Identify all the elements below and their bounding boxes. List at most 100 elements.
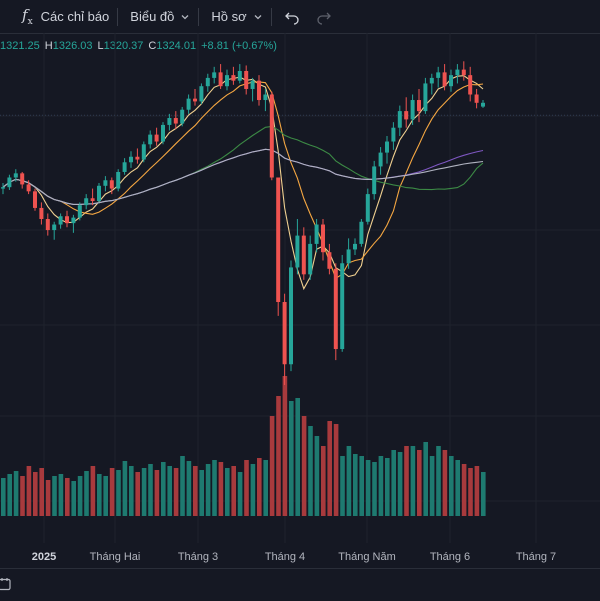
candle-layer [1, 61, 485, 385]
candle-body [148, 134, 153, 145]
volume-bar [308, 426, 313, 516]
volume-bar [116, 470, 121, 516]
time-axis: 2025 Tháng Hai Tháng 3 Tháng 4 Tháng Năm… [0, 543, 600, 568]
candle-body [385, 141, 389, 153]
volume-bar [257, 458, 262, 516]
profile-button[interactable]: Hồ sơ [199, 0, 270, 33]
moving-average-layer [2, 75, 484, 291]
candle-body [65, 216, 69, 224]
volume-bar [410, 446, 416, 516]
candle-body [340, 263, 345, 350]
moving-average-line [2, 148, 484, 205]
candle-body [295, 235, 300, 268]
candle-body [391, 127, 396, 142]
volume-bar [365, 460, 371, 516]
x-label-may: Tháng Năm [338, 551, 396, 563]
volume-bar [225, 468, 230, 516]
volume-bar [39, 468, 44, 516]
candle-body [372, 166, 377, 195]
volume-bar [193, 466, 198, 516]
chevron-down-icon [181, 14, 189, 19]
candle-body [84, 198, 89, 206]
candle-body [122, 162, 127, 172]
volume-bar [321, 446, 326, 516]
volume-bar [135, 472, 140, 516]
candle-body [135, 156, 140, 160]
volume-bar [417, 450, 422, 516]
candle-body [45, 219, 50, 231]
volume-bar [436, 446, 441, 516]
top-toolbar: fx Các chỉ báo Biểu đồ Hồ sơ [0, 0, 600, 34]
candle-body [116, 171, 121, 189]
bottom-bar [0, 568, 600, 601]
candle-body [231, 75, 236, 81]
candle-body [97, 185, 101, 202]
volume-bar [301, 416, 307, 516]
toolbar-divider [270, 7, 272, 26]
candle-body [39, 207, 44, 219]
volume-bar [442, 450, 448, 516]
candle-body [257, 80, 261, 101]
volume-bar [481, 472, 486, 516]
candle-body [109, 180, 114, 189]
volume-bar [161, 462, 166, 516]
price-chart[interactable] [0, 33, 600, 543]
candle-body [468, 75, 473, 95]
toolbar-divider [198, 7, 200, 26]
volume-bar [103, 476, 108, 516]
candle-body [442, 72, 447, 87]
volume-bar [385, 458, 390, 516]
redo-button[interactable] [308, 0, 340, 33]
volume-bar [167, 466, 172, 516]
candle-body [327, 252, 332, 269]
volume-bar [237, 472, 243, 516]
candle-body [141, 144, 146, 160]
candle-body [193, 98, 197, 102]
volume-bar [231, 466, 236, 516]
volume-layer [1, 376, 486, 516]
volume-bar [455, 460, 460, 516]
close-value: 1324.01 [156, 40, 197, 52]
candle-body [103, 180, 108, 186]
candle-body [212, 72, 217, 78]
candle-body [20, 173, 25, 185]
moving-average-line [2, 125, 484, 205]
volume-bar [423, 442, 428, 516]
candle-body [378, 152, 383, 167]
volume-bar [58, 474, 64, 516]
volume-bar [141, 468, 147, 516]
candle-body [180, 109, 185, 124]
volume-bar [154, 470, 160, 516]
volume-bar [346, 446, 352, 516]
volume-bar [429, 456, 435, 516]
volume-bar [269, 416, 275, 516]
volume-bar [205, 464, 211, 516]
candle-body [167, 118, 172, 125]
chart-type-button[interactable]: Biểu đồ [118, 0, 198, 33]
moving-average-line [2, 148, 484, 205]
candle-body [225, 75, 229, 87]
chart-type-label: Biểu đồ [130, 9, 175, 24]
candle-body [423, 83, 428, 112]
candle-body [455, 69, 460, 76]
candle-body [410, 100, 415, 120]
volume-bar [474, 466, 480, 516]
volume-bar [461, 464, 467, 516]
high-key: H [44, 40, 53, 52]
volume-bar [359, 456, 364, 516]
volume-bar [378, 456, 384, 516]
volume-bar [263, 460, 268, 516]
toolbar-divider [117, 7, 119, 26]
volume-bar [372, 462, 377, 516]
volume-bar [26, 466, 32, 516]
volume-bar [180, 456, 185, 516]
volume-bar [289, 401, 294, 516]
volume-bar [33, 472, 38, 516]
moving-average-line [2, 75, 484, 291]
calendar-icon[interactable] [0, 577, 12, 591]
undo-button[interactable] [272, 0, 308, 33]
candle-body [26, 184, 31, 192]
indicators-button[interactable]: fx Các chỉ báo [0, 0, 117, 33]
volume-bar [314, 436, 320, 516]
volume-bar [129, 466, 134, 516]
